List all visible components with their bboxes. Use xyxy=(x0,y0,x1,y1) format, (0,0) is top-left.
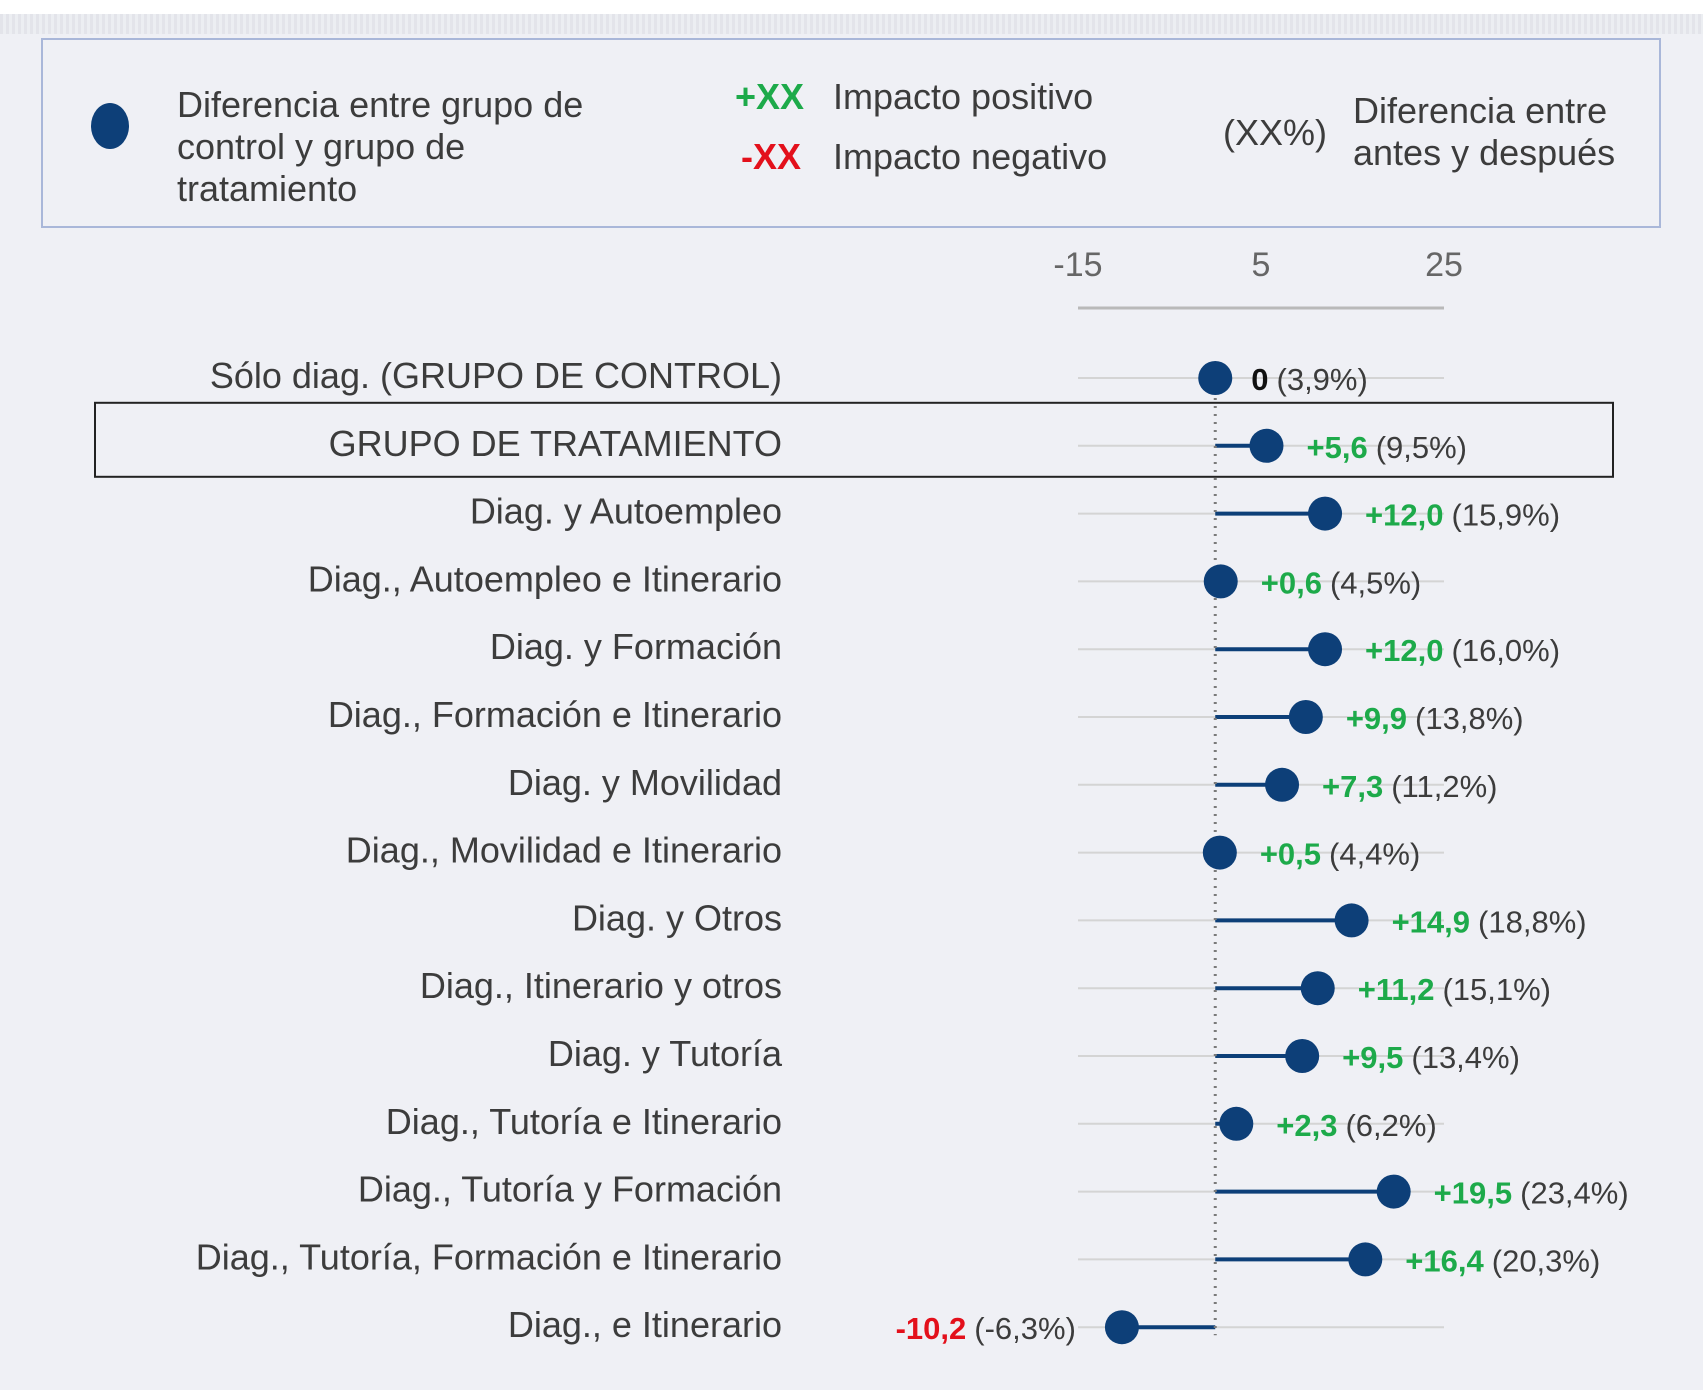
data-dot xyxy=(1104,1310,1139,1345)
value-number: +14,9 xyxy=(1392,904,1470,939)
value-percent: (-6,3%) xyxy=(974,1311,1076,1346)
legend-negative-label: Impacto negativo xyxy=(833,136,1108,177)
data-dot xyxy=(1334,903,1369,938)
data-dot xyxy=(1219,1106,1254,1141)
value-label: +0,6 (4,5%) xyxy=(1261,565,1422,600)
value-number: -10,2 xyxy=(896,1311,967,1346)
legend-dot-text-line-2: control y grupo de xyxy=(177,126,466,167)
legend-pct-label-line-1: Diferencia entre xyxy=(1353,90,1608,131)
data-dot xyxy=(1203,564,1238,599)
value-percent: (3,9%) xyxy=(1277,362,1368,397)
row-label: Diag., Tutoría y Formación xyxy=(358,1169,782,1210)
x-tick-label: 5 xyxy=(1252,246,1271,284)
value-percent: (18,8%) xyxy=(1478,904,1587,939)
value-number: +12,0 xyxy=(1365,498,1443,533)
legend-dot-text-line-3: tratamiento xyxy=(177,168,358,209)
legend-box: Diferencia entre grupo de control y grup… xyxy=(41,38,1661,228)
row-label: Diag., Autoempleo e Itinerario xyxy=(308,558,782,599)
value-label: +9,5 (13,4%) xyxy=(1342,1040,1520,1075)
value-number: +9,9 xyxy=(1346,701,1407,736)
row-label: Sólo diag. (GRUPO DE CONTROL) xyxy=(210,355,782,396)
value-number: +2,3 xyxy=(1276,1108,1337,1143)
row-label: Diag., Itinerario y otros xyxy=(420,965,782,1006)
value-label: +16,4 (20,3%) xyxy=(1405,1243,1600,1278)
value-percent: (13,8%) xyxy=(1415,701,1524,736)
value-percent: (4,4%) xyxy=(1329,837,1420,872)
legend-dot-icon xyxy=(91,103,129,149)
value-number: +19,5 xyxy=(1434,1176,1512,1211)
data-dot xyxy=(1249,428,1284,463)
legend-pct-code: (XX%) xyxy=(1223,112,1328,153)
data-dot xyxy=(1300,971,1335,1006)
value-percent: (23,4%) xyxy=(1520,1176,1629,1211)
legend-dot-text: Diferencia entre grupo de control y grup… xyxy=(177,84,617,210)
top-strip xyxy=(0,14,1703,34)
value-label: 0 (3,9%) xyxy=(1251,362,1368,397)
value-number: +12,0 xyxy=(1365,633,1443,668)
value-percent: (4,5%) xyxy=(1330,565,1421,600)
value-label: +5,6 (9,5%) xyxy=(1306,430,1467,465)
value-number: +5,6 xyxy=(1306,430,1367,465)
value-percent: (15,9%) xyxy=(1452,498,1561,533)
value-label: +14,9 (18,8%) xyxy=(1392,904,1587,939)
value-number: +11,2 xyxy=(1358,972,1435,1007)
value-label: +19,5 (23,4%) xyxy=(1434,1176,1629,1211)
legend-negative-code: -XX xyxy=(741,136,802,177)
data-dot xyxy=(1308,496,1343,531)
value-number: +0,5 xyxy=(1260,837,1321,872)
value-percent: (9,5%) xyxy=(1376,430,1467,465)
value-percent: (15,1%) xyxy=(1442,972,1551,1007)
legend-pct-label: Diferencia entre antes y después xyxy=(1353,90,1615,174)
value-percent: (6,2%) xyxy=(1345,1108,1436,1143)
row-label: Diag., Movilidad e Itinerario xyxy=(346,830,782,871)
data-dot xyxy=(1288,700,1323,734)
data-dot xyxy=(1202,835,1237,870)
legend-positive-label: Impacto positivo xyxy=(833,76,1094,117)
value-label: +9,9 (13,8%) xyxy=(1346,701,1524,736)
value-label: -10,2 (-6,3%) xyxy=(896,1311,1076,1346)
data-dot xyxy=(1198,361,1233,395)
value-label: +0,5 (4,4%) xyxy=(1260,837,1421,872)
value-number: +9,5 xyxy=(1342,1040,1403,1075)
value-label: +7,3 (11,2%) xyxy=(1322,769,1497,804)
row-label: Diag. y Tutoría xyxy=(548,1033,783,1074)
x-tick-label: -15 xyxy=(1053,246,1102,284)
highlight-box xyxy=(94,401,1614,478)
data-dot xyxy=(1308,632,1343,667)
value-percent: (11,2%) xyxy=(1391,769,1497,804)
legend-positive-code: +XX xyxy=(735,76,805,117)
data-dot xyxy=(1285,1039,1320,1073)
row-label: Diag. y Movilidad xyxy=(508,762,782,803)
row-label: Diag., Tutoría, Formación e Itinerario xyxy=(196,1236,782,1277)
value-number: +16,4 xyxy=(1405,1243,1484,1278)
data-dot xyxy=(1348,1242,1383,1277)
chart-background xyxy=(0,18,1703,1390)
data-dot xyxy=(1376,1174,1411,1209)
data-dot xyxy=(1265,767,1300,802)
value-percent: (20,3%) xyxy=(1492,1243,1601,1278)
value-number: 0 xyxy=(1251,362,1268,397)
row-label: Diag., Formación e Itinerario xyxy=(328,694,782,735)
row-label: GRUPO DE TRATAMIENTO xyxy=(329,423,782,464)
value-number: +0,6 xyxy=(1261,565,1322,600)
row-label: Diag., Tutoría e Itinerario xyxy=(386,1101,782,1142)
value-percent: (16,0%) xyxy=(1452,633,1561,668)
value-label: +11,2 (15,1%) xyxy=(1358,972,1551,1007)
x-tick-label: 25 xyxy=(1425,246,1463,284)
legend-dot-text-line-1: Diferencia entre grupo de xyxy=(177,84,584,125)
legend-pct-label-line-2: antes y después xyxy=(1353,132,1616,173)
row-label: Diag. y Autoempleo xyxy=(470,491,782,532)
row-label: Diag., e Itinerario xyxy=(508,1304,782,1345)
value-percent: (13,4%) xyxy=(1411,1040,1520,1075)
value-label: +12,0 (15,9%) xyxy=(1365,498,1560,533)
row-label: Diag. y Formación xyxy=(490,626,782,667)
row-label: Diag. y Otros xyxy=(572,897,782,938)
value-label: +2,3 (6,2%) xyxy=(1276,1108,1437,1143)
value-number: +7,3 xyxy=(1322,769,1383,804)
value-label: +12,0 (16,0%) xyxy=(1365,633,1560,668)
